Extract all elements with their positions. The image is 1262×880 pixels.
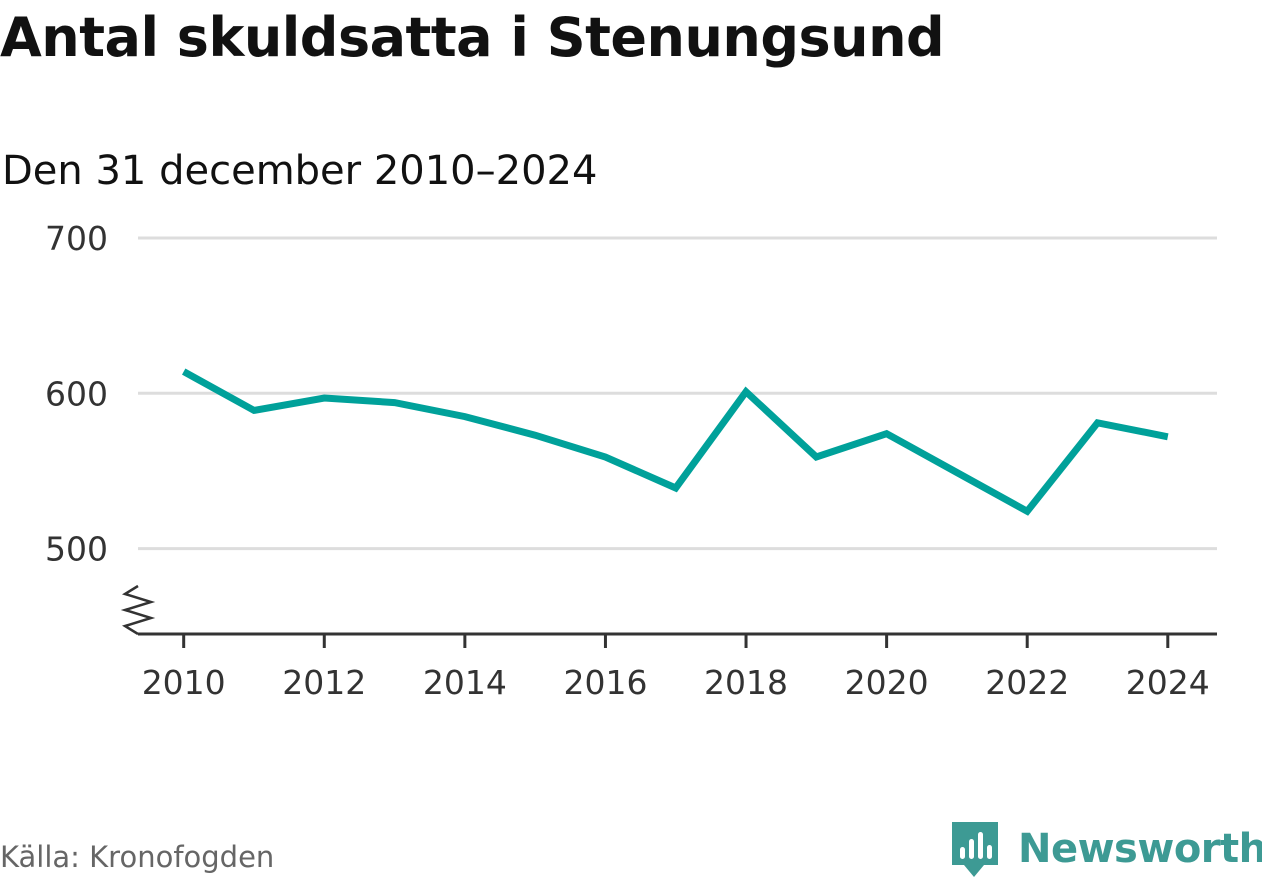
x-axis: 2010 2012 2014 2016 2018 2020 2022 2024 [120,584,1217,702]
x-tick-label: 2020 [845,663,929,702]
axis-break-mark [120,584,156,636]
chart-subtitle: Den 31 december 2010–2024 [2,148,598,194]
y-tick-label: 500 [45,530,108,569]
x-tick-label: 2016 [563,663,647,702]
newsworthy-logo-icon [952,822,998,877]
y-tick-label: 700 [45,219,108,258]
x-tick-label: 2012 [282,663,366,702]
x-tick-label: 2024 [1126,663,1210,702]
series-layer [182,368,1169,516]
series-line [182,368,1169,516]
y-axis-ticks: 500 600 700 [45,219,108,569]
y-tick-label: 600 [45,374,108,413]
x-tick-label: 2010 [142,663,226,702]
x-tick-label: 2018 [704,663,788,702]
gridlines [138,236,1217,551]
source-note: Källa: Kronofogden [0,840,275,874]
brand-logo: Newsworthy [950,818,1262,880]
x-tick-label: 2014 [423,663,507,702]
chart-title: Antal skuldsatta i Stenungsund [0,6,945,69]
brand-name: Newsworthy [1018,826,1262,872]
x-tick-label: 2022 [985,663,1069,702]
